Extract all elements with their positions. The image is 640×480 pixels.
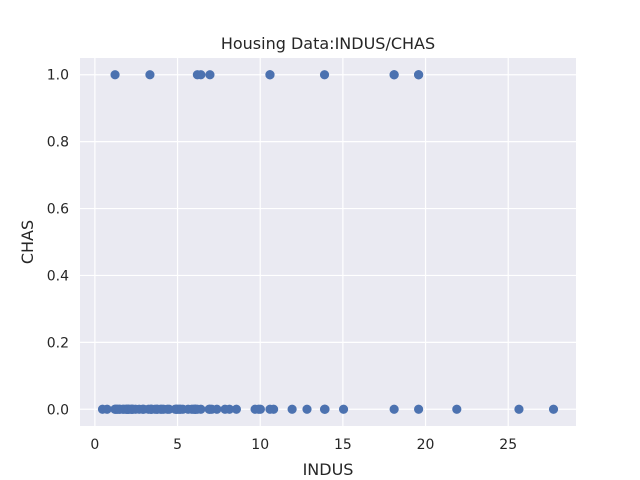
data-point <box>548 404 559 414</box>
data-point <box>231 404 242 414</box>
data-point <box>514 404 524 414</box>
x-tick-label: 15 <box>334 437 352 453</box>
y-tick-label: 0.2 <box>47 335 69 351</box>
data-point <box>389 404 399 414</box>
data-point <box>389 70 399 80</box>
x-tick-label: 10 <box>251 437 269 453</box>
data-point <box>414 404 424 414</box>
data-point <box>269 404 279 414</box>
data-point <box>196 70 206 80</box>
data-points <box>97 70 559 414</box>
y-tick-label: 0.0 <box>47 402 69 418</box>
x-axis-label: INDUS <box>303 460 354 479</box>
data-point <box>145 70 155 80</box>
x-tick-labels: 0 5 10 15 20 25 <box>90 437 517 453</box>
y-tick-label: 0.4 <box>47 268 69 284</box>
data-point <box>320 404 330 414</box>
data-point <box>212 404 222 414</box>
data-point <box>224 404 235 414</box>
y-tick-label: 1.0 <box>47 68 69 84</box>
data-point <box>302 404 312 414</box>
plot-area <box>80 58 576 426</box>
x-tick-label: 25 <box>499 437 517 453</box>
x-tick-label: 20 <box>417 437 435 453</box>
y-axis-label: CHAS <box>18 220 37 264</box>
chart-title: Housing Data:INDUS/CHAS <box>221 34 435 53</box>
data-point <box>414 70 424 80</box>
data-point <box>452 404 462 414</box>
data-point <box>287 404 297 414</box>
data-point <box>319 70 330 80</box>
y-tick-labels: 0.0 0.2 0.4 0.6 0.8 1.0 <box>47 68 69 419</box>
x-tick-label: 0 <box>90 437 99 453</box>
data-point <box>255 404 265 414</box>
data-point <box>110 70 120 80</box>
data-point <box>102 404 112 414</box>
y-tick-label: 0.8 <box>47 135 69 151</box>
data-point <box>205 70 215 80</box>
data-point <box>338 404 349 414</box>
x-tick-label: 5 <box>173 437 182 453</box>
y-tick-label: 0.6 <box>47 202 69 218</box>
data-point <box>265 70 275 80</box>
data-point <box>196 404 206 414</box>
